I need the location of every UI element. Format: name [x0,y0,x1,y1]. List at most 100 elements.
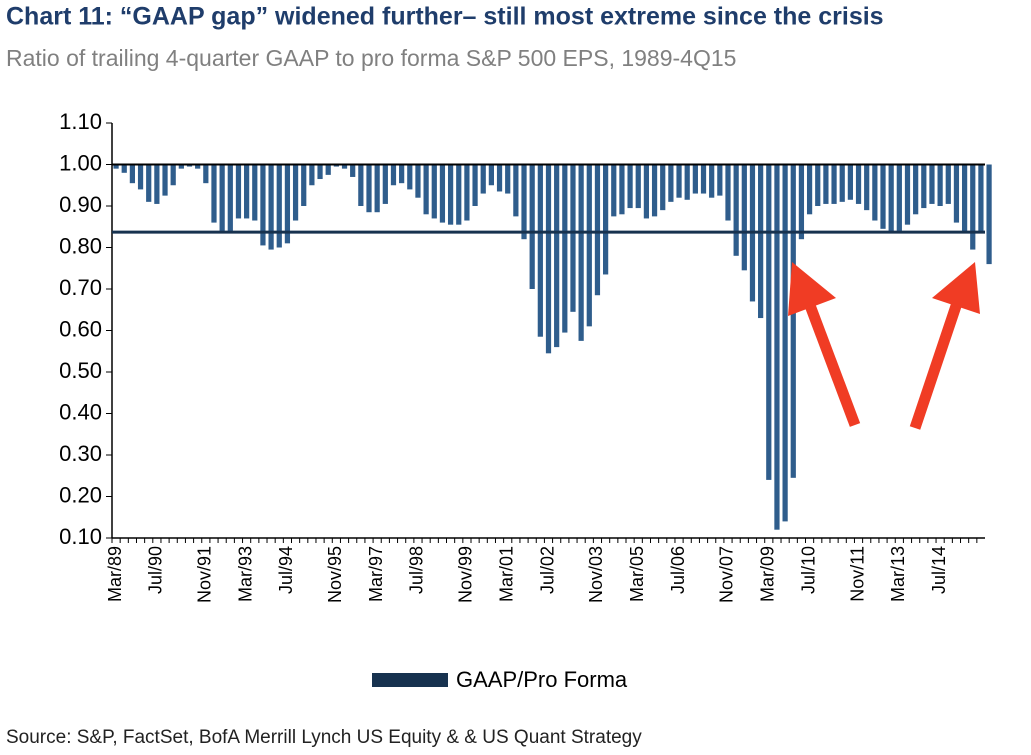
chart-subtitle: Ratio of trailing 4-quarter GAAP to pro … [6,45,736,71]
bar [847,164,853,200]
bar [790,164,796,478]
y-tick-label: 1.10 [59,109,102,134]
x-tick-label: Nov/95 [325,546,345,603]
bar [660,164,666,211]
bar [603,164,609,275]
bar [831,164,837,204]
bar [758,164,764,319]
y-tick-label: 0.40 [59,399,102,424]
bar [268,164,274,250]
x-tick-label: Jul/10 [798,546,818,594]
bar [276,164,282,248]
bar [635,164,641,209]
x-tick-label: Nov/07 [717,546,737,603]
bar [815,164,821,206]
legend-swatch [372,673,448,687]
bar [896,164,902,231]
bar [399,164,405,184]
bar [855,164,862,204]
bar [374,164,380,213]
bar [284,164,291,244]
bar [219,164,225,231]
bar [978,164,984,233]
bar [562,164,568,333]
bar [113,164,119,169]
x-tick-label: Nov/91 [195,546,215,603]
x-tick-label: Jul/02 [537,546,557,594]
bar [700,164,707,194]
bar [945,164,951,204]
bar [170,164,176,186]
y-tick-label: 0.50 [59,358,102,383]
bar [260,164,266,246]
bar [292,164,299,221]
bar [913,164,919,215]
x-tick-label: Jul/14 [929,546,949,594]
bar [594,164,601,296]
bar [529,164,535,289]
y-tick-label: 0.80 [59,233,102,258]
bar [717,164,723,196]
bar [725,164,731,221]
bar [961,164,968,233]
bar [627,164,633,209]
bar [211,164,217,223]
bar [325,164,331,175]
bar [880,164,886,229]
bar [643,164,650,219]
bar [537,164,543,337]
arrow-head [932,262,980,314]
bar [798,164,805,240]
bar [317,164,323,180]
x-tick-label: Mar/09 [758,546,778,602]
x-tick-label: Nov/11 [847,546,867,602]
y-tick-label: 0.20 [59,482,102,507]
arrow-head [788,262,836,316]
bar [806,164,813,215]
arrow-shaft [802,298,861,427]
bar [456,164,462,225]
y-tick-label: 0.90 [59,192,102,217]
bar [668,164,674,202]
bar [162,164,168,196]
chart-title: Chart 11: “GAAP gap” widened further– st… [6,3,884,31]
bar [472,164,478,206]
bar [904,164,911,225]
bar [154,164,160,204]
bar [545,164,552,354]
bar [554,164,560,348]
bar [929,164,935,204]
bar [986,164,992,265]
bar [774,164,780,530]
bar [888,164,894,233]
bar [676,164,682,198]
bar [341,164,348,169]
bar [235,164,242,219]
bar [823,164,829,204]
bar [252,164,258,221]
x-tick-label: Jul/94 [276,546,296,594]
bar [439,164,446,223]
bar [766,164,772,480]
bar [496,164,503,192]
bar [137,164,144,190]
x-tick-label: Jul/06 [668,546,688,594]
y-tick-label: 0.60 [59,316,102,341]
bar [423,164,429,215]
bar [350,164,356,177]
bar [186,164,193,167]
x-tick-label: Mar/89 [105,546,125,602]
x-tick-label: Mar/93 [235,546,255,602]
bar [480,164,486,194]
bar [333,164,339,167]
bar [872,164,878,221]
bar [488,164,494,186]
bar [611,164,617,217]
x-tick-label: Nov/03 [586,546,606,603]
y-tick-label: 0.30 [59,441,102,466]
bar [578,164,584,341]
bar [129,164,136,184]
bar [709,164,715,198]
bar [146,164,152,202]
